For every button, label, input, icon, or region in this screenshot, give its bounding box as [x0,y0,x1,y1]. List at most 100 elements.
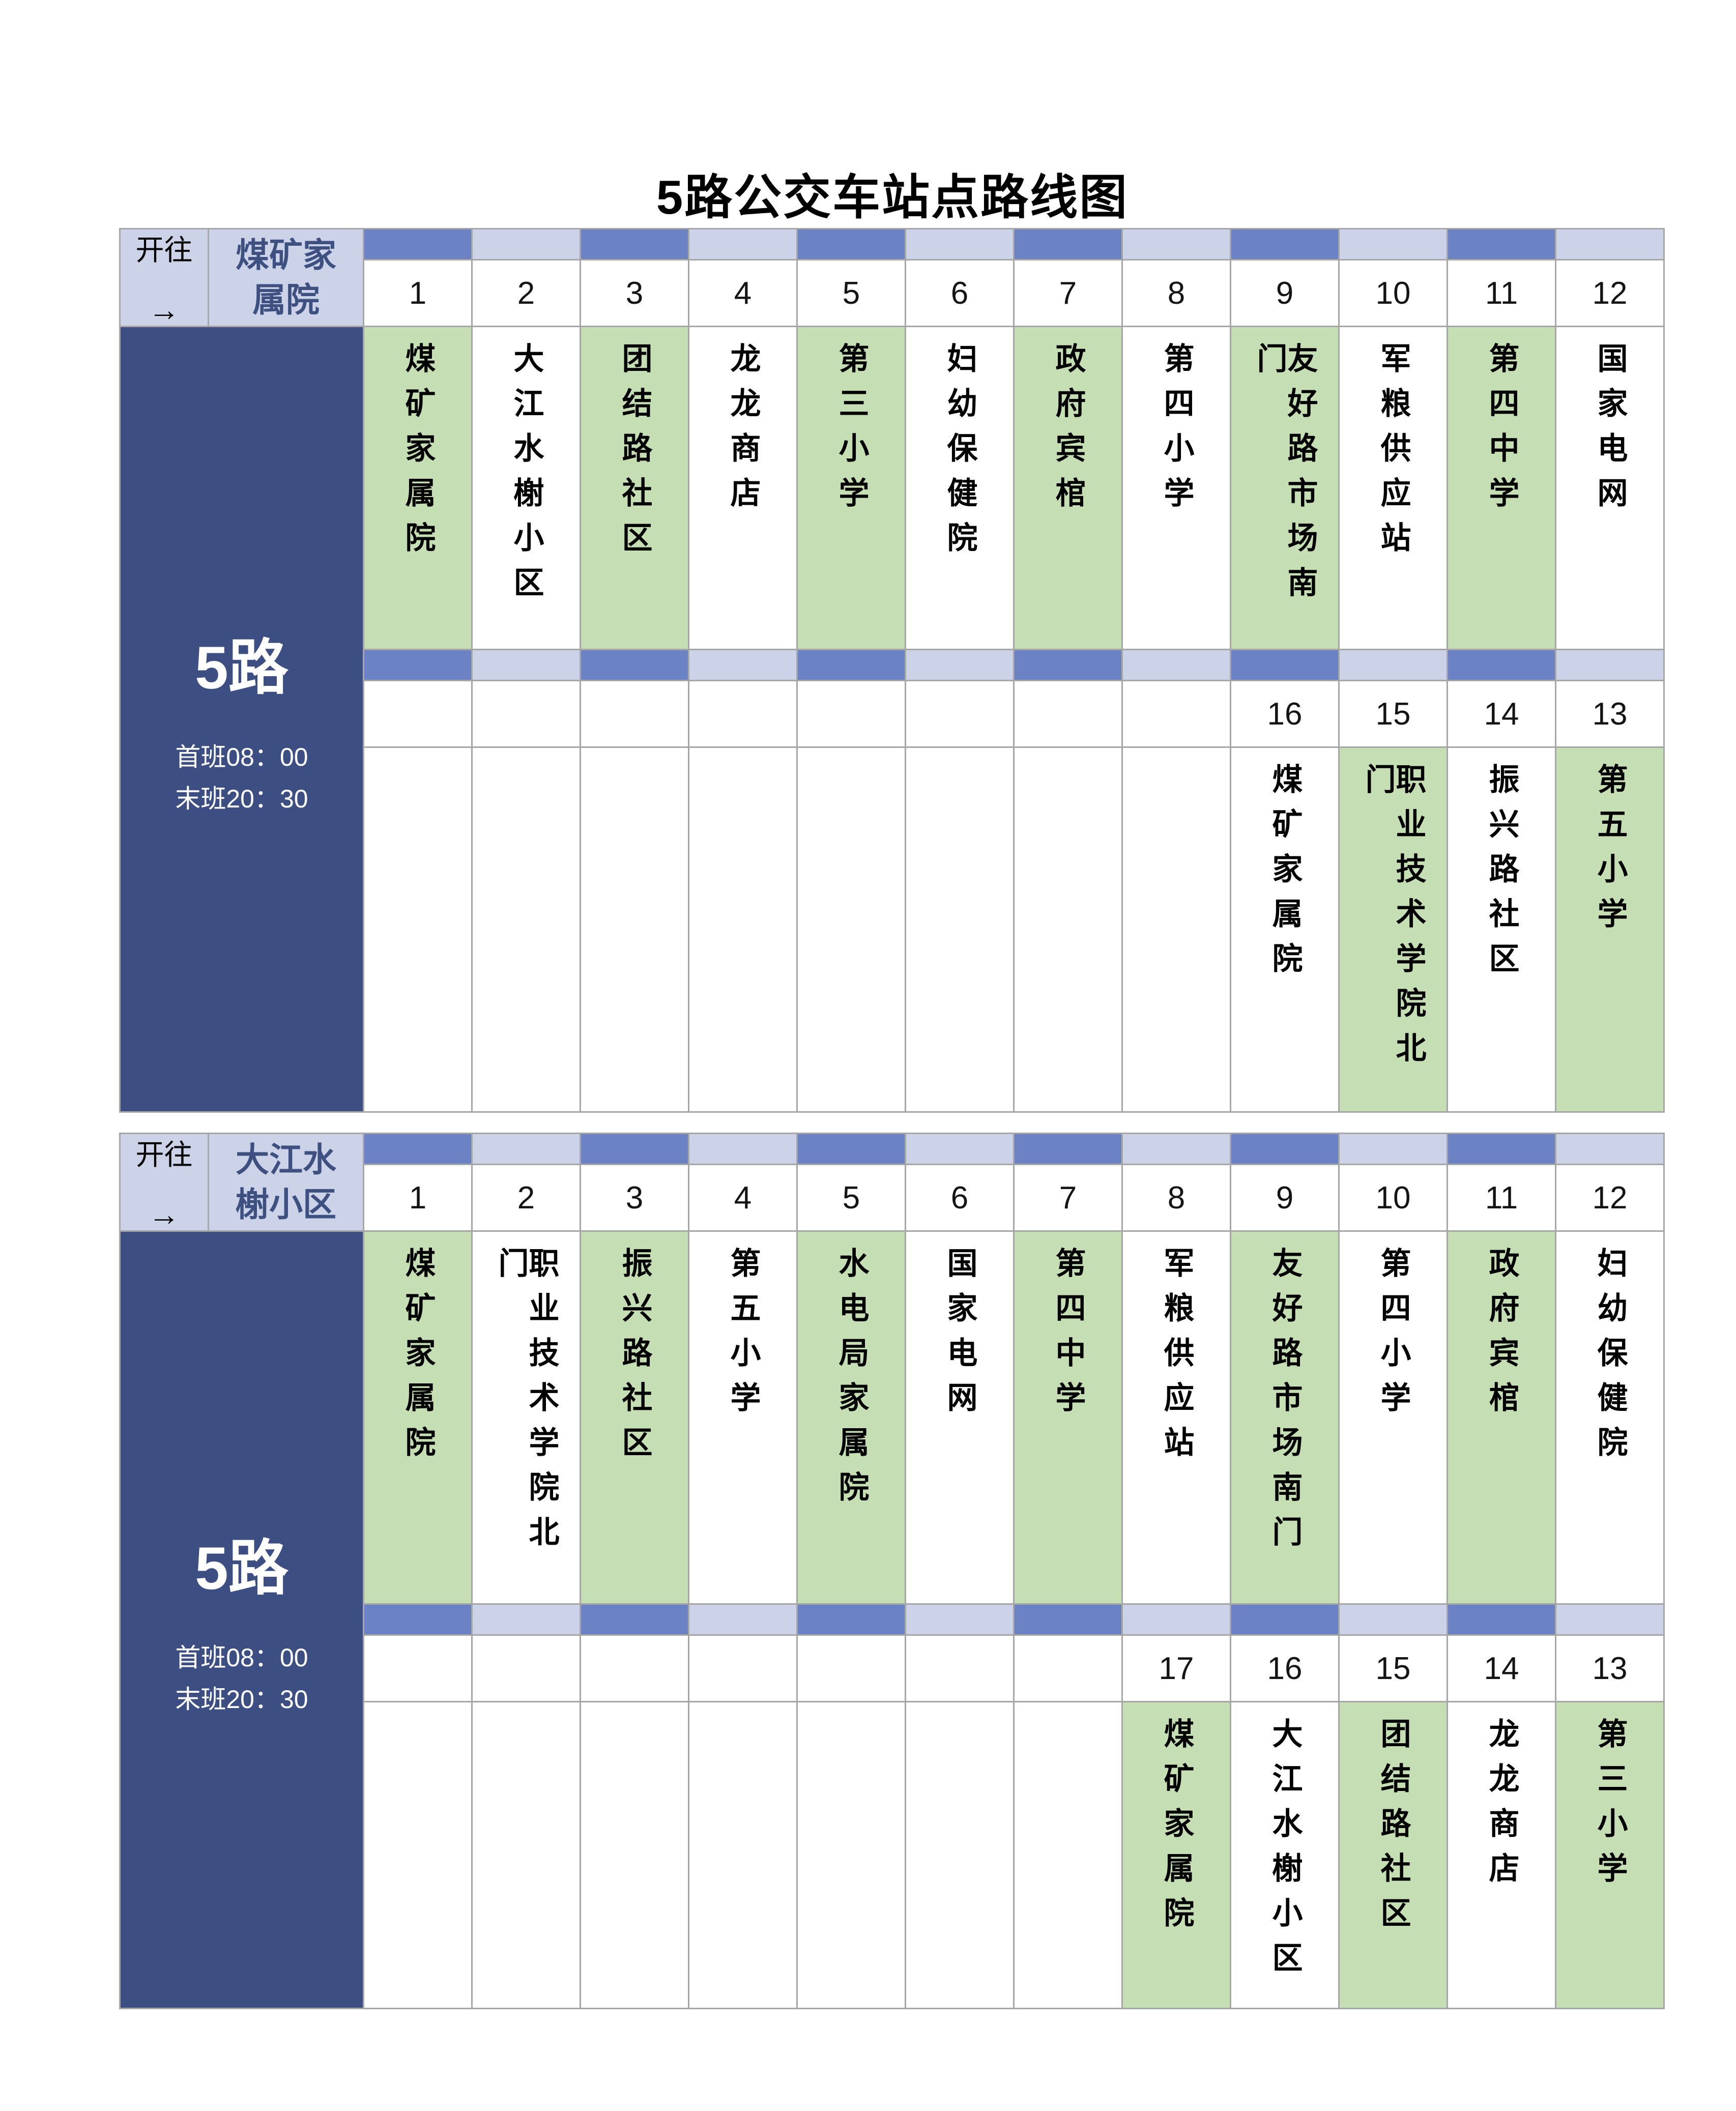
station-number-cell [798,681,905,746]
first-bus-time: 首班08：00 [175,742,308,771]
station-name-cell: 军粮供应站 [1123,1232,1230,1603]
station-name-cell: 第四小学 [1340,1232,1446,1603]
station-number: 1 [409,1180,427,1216]
route-bar-segment [364,1134,471,1164]
station-name-cell: 第五小学 [689,1232,796,1603]
first-bus-time: 首班08：00 [175,1643,308,1672]
station-name-cell [581,1702,688,2008]
station-number-cell: 15 [1340,1636,1446,1701]
station-number: 12 [1592,1180,1628,1216]
station-name: 第四小学 [1160,342,1194,522]
station-number: 14 [1484,696,1519,732]
route-bar-segment [1123,229,1230,259]
route-bar-segment [473,650,580,680]
station-name: 团结路社区 [618,342,652,566]
route-bar-segment [1231,1134,1338,1164]
route-bar-segment [1015,650,1121,680]
station-number: 3 [625,275,644,311]
station-number-cell: 13 [1556,681,1663,746]
route-bar-segment [689,229,796,259]
direction-cell: 开往 → [121,1134,208,1230]
station-number: 13 [1592,1651,1628,1686]
route-bar-segment [1448,650,1555,680]
route-bar-segment [473,1134,580,1164]
station-name-cell: 第四小学 [1123,327,1230,649]
route-sidebar: 5路 首班08：00 末班20：30 [121,327,363,1111]
route-bar-segment [364,229,471,259]
station-number: 1 [409,275,427,311]
station-name: 水电局家属院 [834,1247,869,1516]
last-bus-time: 末班20：30 [175,1685,308,1714]
station-number-cell: 1 [364,261,471,326]
route-bar-segment [798,650,905,680]
station-number: 13 [1592,696,1628,732]
station-number: 17 [1159,1651,1194,1686]
destination-cell: 大江水榭小区 [209,1134,363,1230]
station-name: 团结路社区 [1376,1718,1410,1942]
station-name-cell: 煤矿家属院 [364,327,471,649]
station-name-cell: 第三小学 [798,327,905,649]
route-bar-segment [1340,650,1446,680]
station-number-cell [581,681,688,746]
station-name: 国家电网 [1593,342,1627,522]
route-bar-segment [1231,650,1338,680]
route-bar-segment [1556,1134,1663,1164]
station-name-cell [1123,748,1230,1111]
station-number: 2 [517,1180,535,1216]
station-name: 煤矿家属院 [401,342,435,566]
station-number-cell [473,681,580,746]
station-number-cell: 9 [1231,1165,1338,1230]
station-name-cell [364,748,471,1111]
route-bar-segment [1231,229,1338,259]
direction-cell: 开往 → [121,229,208,326]
station-name-cell: 第四中学 [1015,1232,1121,1603]
station-number-cell: 7 [1015,1165,1121,1230]
station-name-cell: 职业技术学院北门 [1340,748,1446,1111]
station-number: 6 [950,1180,969,1216]
station-number: 4 [734,275,752,311]
station-name-cell: 煤矿家属院 [364,1232,471,1603]
station-name-cell: 振兴路社区 [1448,748,1555,1111]
station-number: 4 [734,1180,752,1216]
station-number-cell [798,1636,905,1701]
station-name: 龙龙商店 [726,342,760,522]
station-number-cell: 9 [1231,261,1338,326]
station-number-cell: 10 [1340,1165,1446,1230]
station-name-cell [906,1702,1013,2008]
right-arrow-icon: → [148,1197,180,1231]
station-name: 军粮供应站 [1376,342,1410,566]
station-name: 龙龙商店 [1485,1718,1519,1897]
route-bar-segment [1448,1134,1555,1164]
station-number: 11 [1485,275,1518,311]
station-number: 5 [842,1180,860,1216]
station-name-cell: 职业技术学院北门 [473,1232,580,1603]
station-name: 政府宾棺 [1485,1247,1519,1426]
station-name-cell: 友好路市场南门 [1231,1232,1338,1603]
route-bar-segment [1448,1605,1555,1634]
station-number: 7 [1059,1180,1077,1216]
station-name: 第四小学 [1376,1247,1410,1426]
route-bar-segment [1231,1605,1338,1634]
station-number-cell: 14 [1448,681,1555,746]
route-bar-segment [581,229,688,259]
station-number-cell [1123,681,1230,746]
right-arrow-icon: → [148,292,180,326]
station-number: 16 [1267,1651,1303,1686]
station-number: 16 [1267,696,1303,732]
station-name: 振兴路社区 [618,1247,652,1471]
route-bar-segment [689,1134,796,1164]
route-bar-segment [906,1605,1013,1634]
station-number-cell [364,681,471,746]
destination-cell: 煤矿家属院 [209,229,363,326]
station-name: 振兴路社区 [1485,763,1519,987]
direction-label: 开往 [135,1138,193,1171]
station-name-cell: 第五小学 [1556,748,1663,1111]
station-number-cell: 7 [1015,261,1121,326]
station-name-cell: 政府宾棺 [1448,1232,1555,1603]
route-name: 5路 [195,634,288,702]
station-name-cell: 团结路社区 [1340,1702,1446,2008]
station-name: 第四中学 [1485,342,1519,522]
station-name: 军粮供应站 [1160,1247,1194,1471]
station-name-cell [473,748,580,1111]
route-table-direction-2: 开往 → 大江水榭小区 5路 首班08：00 末班20：30 1 煤矿家属院 2 职业技术学院北门… [119,1133,1665,2009]
